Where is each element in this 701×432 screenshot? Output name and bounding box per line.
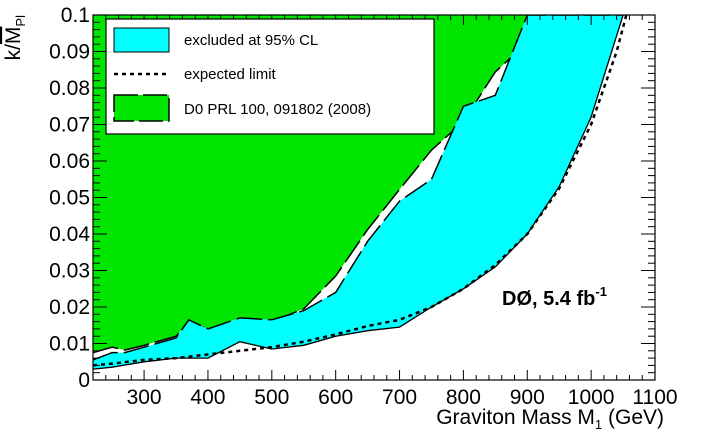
x-tick-label: 1000 (568, 386, 615, 409)
y-tick-label: 0.06 (49, 150, 90, 173)
y-tick-label: 0.07 (49, 114, 90, 137)
y-tick-label: 0.1 (61, 4, 90, 27)
legend-label-previous: D0 PRL 100, 091802 (2008) (184, 101, 371, 118)
legend-swatch-previous (113, 94, 170, 122)
y-tick-label: 0.08 (49, 77, 90, 100)
tick-labels: 300 400 500 600 700 800 900 1000 1100 0 0.01 0.02 0.… (49, 4, 677, 409)
expected-limit-layer (93, 15, 628, 367)
axis-ticks (93, 14, 656, 381)
x-tick-label: 600 (318, 386, 353, 409)
excluded-band (93, 15, 624, 370)
dataset-annotation: DØ, 5.4 fb-1 (502, 284, 607, 310)
excluded-band-upper-edge (93, 15, 624, 361)
y-tick-label: 0.05 (49, 187, 90, 210)
expected-limit-line (93, 15, 628, 367)
x-axis-title-unit: (GeV) (602, 406, 664, 429)
legend: excluded at 95% CL expected limit D0 PRL… (105, 18, 435, 135)
x-tick-label: 900 (510, 386, 545, 409)
y-axis-title: k/MPl (2, 15, 28, 61)
x-tick-label: 500 (254, 386, 289, 409)
y-tick-label: 0.09 (49, 41, 90, 64)
y-tick-label: 0.03 (49, 260, 90, 283)
x-tick-label: 1100 (632, 386, 677, 409)
y-tick-label: 0 (78, 369, 90, 392)
x-tick-label: 300 (127, 386, 162, 409)
y-axis-title-k: k/ (2, 44, 25, 61)
legend-label-excluded: excluded at 95% CL (184, 32, 318, 49)
y-tick-label: 0.04 (49, 223, 90, 246)
x-axis-title-subscript: 1 (595, 417, 602, 432)
x-tick-label: 800 (446, 386, 481, 409)
dataset-annotation-sup: -1 (595, 284, 607, 299)
dataset-annotation-main: DØ, 5.4 fb (502, 288, 595, 310)
x-tick-label: 700 (382, 386, 417, 409)
svg-text:k/MPl: k/MPl (2, 15, 28, 61)
y-axis-title-subscript: Pl (13, 15, 28, 27)
y-axis-title-m: M (2, 27, 25, 45)
y-tick-label: 0.02 (49, 296, 90, 319)
legend-swatch-excluded (113, 27, 170, 53)
y-tick-label: 0.01 (49, 333, 90, 356)
x-axis-title: Graviton Mass M1 (GeV) (436, 406, 664, 432)
legend-label-expected: expected limit (184, 66, 277, 83)
x-tick-label: 400 (190, 386, 225, 409)
